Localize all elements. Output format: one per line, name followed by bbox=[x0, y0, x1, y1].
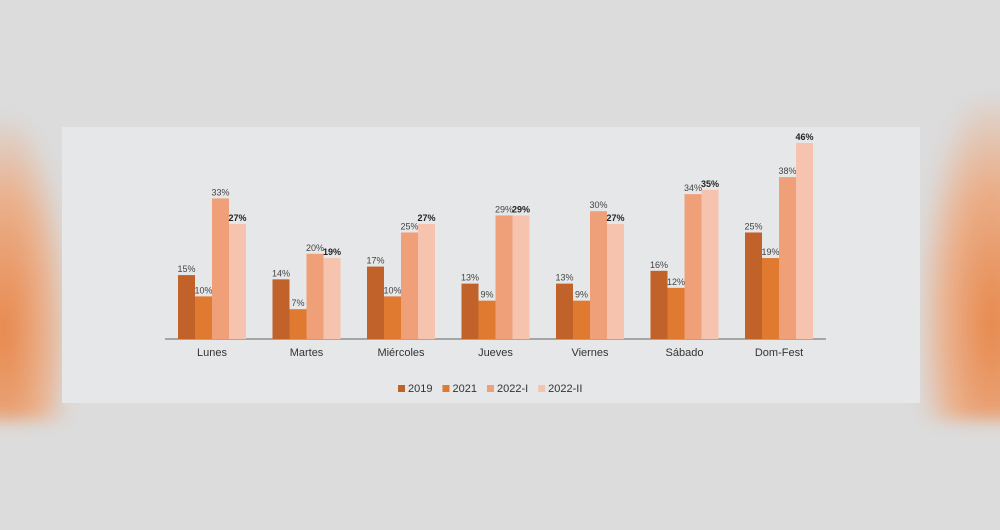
data-label: 34% bbox=[684, 183, 702, 193]
bar-2022-II-Jueves bbox=[512, 215, 530, 339]
data-label: 13% bbox=[555, 273, 573, 283]
bar-2022-II-Martes bbox=[323, 258, 341, 339]
legend-label: 2019 bbox=[408, 383, 432, 395]
bar-2021-Martes bbox=[289, 309, 307, 339]
bar-2019-Dom-Fest bbox=[745, 232, 762, 339]
bar-2021-Jueves bbox=[478, 300, 496, 339]
data-label: 13% bbox=[461, 273, 479, 283]
data-label: 9% bbox=[480, 290, 493, 300]
data-label: 33% bbox=[211, 187, 229, 197]
bar-2019-Lunes bbox=[178, 275, 195, 339]
data-label: 38% bbox=[778, 166, 796, 176]
data-label: 12% bbox=[667, 277, 685, 287]
legend-swatch-2021 bbox=[442, 385, 450, 392]
data-label: 19% bbox=[761, 247, 779, 257]
data-label: 19% bbox=[323, 247, 341, 257]
bar-2022-I-Dom-Fest bbox=[779, 177, 796, 339]
category-label: Jueves bbox=[478, 347, 513, 359]
legend-label: 2022-I bbox=[497, 383, 528, 395]
data-label: 10% bbox=[194, 285, 212, 295]
legend-label: 2022-II bbox=[548, 383, 582, 395]
bar-2021-Sábado bbox=[667, 287, 685, 339]
bar-2021-Dom-Fest bbox=[762, 258, 779, 339]
data-label: 29% bbox=[495, 204, 513, 214]
blurred-background-right bbox=[920, 100, 1000, 420]
data-label: 27% bbox=[228, 213, 246, 223]
legend-label: 2021 bbox=[452, 383, 476, 395]
data-label: 35% bbox=[701, 179, 719, 189]
data-label: 7% bbox=[291, 298, 304, 308]
bar-2022-I-Lunes bbox=[212, 198, 229, 339]
category-label: Martes bbox=[290, 347, 324, 359]
bar-2022-II-Sábado bbox=[701, 189, 719, 339]
data-label: 9% bbox=[575, 290, 588, 300]
data-label: 20% bbox=[306, 243, 324, 253]
category-label: Viernes bbox=[571, 347, 609, 359]
data-label: 46% bbox=[795, 132, 813, 142]
data-label: 25% bbox=[400, 221, 418, 231]
bar-2022-I-Sábado bbox=[684, 194, 702, 339]
bar-2022-II-Dom-Fest bbox=[796, 143, 813, 339]
bar-2021-Miércoles bbox=[384, 296, 401, 339]
legend-swatch-2022-I bbox=[486, 385, 494, 392]
category-label: Lunes bbox=[197, 347, 227, 359]
bar-2022-I-Jueves bbox=[495, 215, 513, 339]
bar-2019-Miércoles bbox=[367, 266, 384, 339]
category-label: Dom-Fest bbox=[755, 347, 803, 359]
data-label: 10% bbox=[383, 285, 401, 295]
blurred-background-left bbox=[0, 120, 70, 420]
bar-2022-II-Miércoles bbox=[418, 223, 435, 339]
category-label: Miércoles bbox=[377, 347, 425, 359]
bar-2022-I-Miércoles bbox=[401, 232, 418, 339]
data-label: 15% bbox=[177, 264, 195, 274]
data-label: 30% bbox=[589, 200, 607, 210]
data-label: 25% bbox=[744, 221, 762, 231]
bar-2019-Sábado bbox=[650, 270, 668, 339]
bar-2021-Viernes bbox=[573, 300, 590, 339]
data-label: 27% bbox=[417, 213, 435, 223]
legend-swatch-2022-II bbox=[538, 385, 546, 392]
bar-2022-I-Martes bbox=[306, 253, 324, 339]
data-label: 27% bbox=[606, 213, 624, 223]
bar-2019-Viernes bbox=[556, 283, 573, 339]
data-label: 17% bbox=[366, 256, 384, 266]
category-label: Sábado bbox=[666, 347, 704, 359]
data-label: 16% bbox=[650, 260, 668, 270]
bar-2022-I-Viernes bbox=[590, 211, 607, 339]
bar-2022-II-Viernes bbox=[607, 223, 624, 339]
data-label: 14% bbox=[272, 268, 290, 278]
data-label: 29% bbox=[512, 204, 530, 214]
bar-2021-Lunes bbox=[195, 296, 212, 339]
bar-2019-Jueves bbox=[461, 283, 479, 339]
bar-2019-Martes bbox=[272, 279, 290, 339]
legend-swatch-2019 bbox=[398, 385, 405, 392]
bar-2022-II-Lunes bbox=[229, 223, 246, 339]
